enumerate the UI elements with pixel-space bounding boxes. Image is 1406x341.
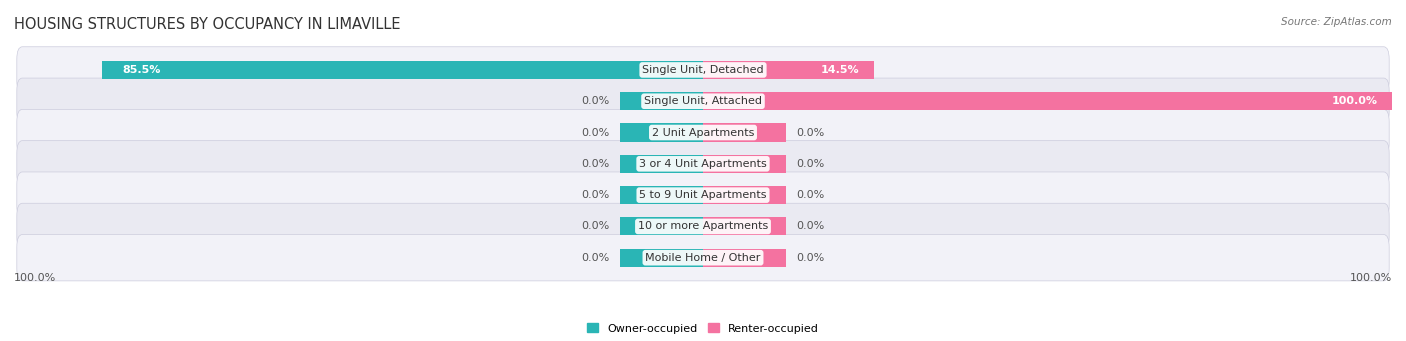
Text: 14.5%: 14.5% xyxy=(821,65,860,75)
Bar xyxy=(703,61,873,79)
Text: 2 Unit Apartments: 2 Unit Apartments xyxy=(652,128,754,137)
Text: Source: ZipAtlas.com: Source: ZipAtlas.com xyxy=(1281,17,1392,27)
Bar xyxy=(703,155,786,173)
Text: 0.0%: 0.0% xyxy=(797,159,825,169)
Bar xyxy=(103,61,703,79)
FancyBboxPatch shape xyxy=(17,78,1389,124)
Text: 85.5%: 85.5% xyxy=(122,65,162,75)
Bar xyxy=(703,249,786,267)
Text: HOUSING STRUCTURES BY OCCUPANCY IN LIMAVILLE: HOUSING STRUCTURES BY OCCUPANCY IN LIMAV… xyxy=(14,17,401,32)
Text: 0.0%: 0.0% xyxy=(581,159,609,169)
FancyBboxPatch shape xyxy=(17,140,1389,187)
Bar xyxy=(620,249,703,267)
Text: Single Unit, Attached: Single Unit, Attached xyxy=(644,96,762,106)
Bar xyxy=(703,92,1392,110)
Text: 0.0%: 0.0% xyxy=(581,221,609,232)
Text: 0.0%: 0.0% xyxy=(581,96,609,106)
Text: 0.0%: 0.0% xyxy=(797,128,825,137)
Text: 0.0%: 0.0% xyxy=(797,190,825,200)
Bar xyxy=(620,155,703,173)
Text: 5 to 9 Unit Apartments: 5 to 9 Unit Apartments xyxy=(640,190,766,200)
Text: 0.0%: 0.0% xyxy=(581,253,609,263)
Bar xyxy=(703,186,786,204)
Text: 100.0%: 100.0% xyxy=(14,273,56,283)
Bar xyxy=(620,123,703,142)
Text: 10 or more Apartments: 10 or more Apartments xyxy=(638,221,768,232)
FancyBboxPatch shape xyxy=(17,172,1389,218)
Text: Single Unit, Detached: Single Unit, Detached xyxy=(643,65,763,75)
Bar xyxy=(703,217,786,236)
FancyBboxPatch shape xyxy=(17,203,1389,250)
Text: Mobile Home / Other: Mobile Home / Other xyxy=(645,253,761,263)
Legend: Owner-occupied, Renter-occupied: Owner-occupied, Renter-occupied xyxy=(582,319,824,338)
Text: 0.0%: 0.0% xyxy=(797,221,825,232)
Bar xyxy=(620,217,703,236)
FancyBboxPatch shape xyxy=(17,109,1389,156)
Text: 0.0%: 0.0% xyxy=(581,128,609,137)
Bar xyxy=(620,92,703,110)
Text: 0.0%: 0.0% xyxy=(581,190,609,200)
Text: 3 or 4 Unit Apartments: 3 or 4 Unit Apartments xyxy=(640,159,766,169)
Text: 0.0%: 0.0% xyxy=(797,253,825,263)
Text: 100.0%: 100.0% xyxy=(1331,96,1378,106)
Text: 100.0%: 100.0% xyxy=(1350,273,1392,283)
Bar xyxy=(620,186,703,204)
Bar xyxy=(703,123,786,142)
FancyBboxPatch shape xyxy=(17,47,1389,93)
FancyBboxPatch shape xyxy=(17,235,1389,281)
